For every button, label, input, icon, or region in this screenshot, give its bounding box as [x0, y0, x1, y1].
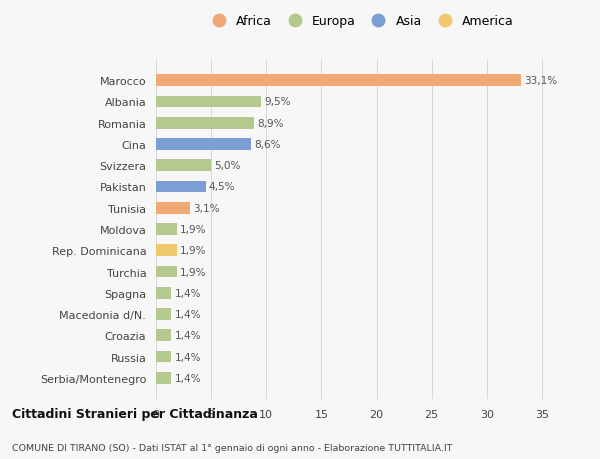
Text: 1,4%: 1,4% — [175, 373, 201, 383]
Text: 5,0%: 5,0% — [214, 161, 241, 171]
Text: 1,4%: 1,4% — [175, 330, 201, 341]
Text: 8,6%: 8,6% — [254, 140, 281, 150]
Bar — [156, 96, 261, 108]
Bar — [156, 202, 190, 214]
Text: 8,9%: 8,9% — [257, 118, 284, 129]
Bar — [156, 330, 172, 341]
Text: Cittadini Stranieri per Cittadinanza: Cittadini Stranieri per Cittadinanza — [12, 407, 258, 420]
Bar — [156, 266, 177, 278]
Bar — [156, 351, 172, 363]
Text: 1,4%: 1,4% — [175, 309, 201, 319]
Text: 33,1%: 33,1% — [524, 76, 557, 86]
Text: 4,5%: 4,5% — [209, 182, 235, 192]
Text: COMUNE DI TIRANO (SO) - Dati ISTAT al 1° gennaio di ogni anno - Elaborazione TUT: COMUNE DI TIRANO (SO) - Dati ISTAT al 1°… — [12, 443, 452, 452]
Bar — [156, 181, 206, 193]
Text: 1,9%: 1,9% — [180, 246, 207, 256]
Bar — [156, 372, 172, 384]
Text: 1,9%: 1,9% — [180, 224, 207, 235]
Text: 9,5%: 9,5% — [264, 97, 290, 107]
Bar — [156, 224, 177, 235]
Text: 1,4%: 1,4% — [175, 352, 201, 362]
Bar — [156, 139, 251, 151]
Bar — [156, 75, 521, 87]
Bar — [156, 287, 172, 299]
Bar — [156, 245, 177, 257]
Text: 1,4%: 1,4% — [175, 288, 201, 298]
Legend: Africa, Europa, Asia, America: Africa, Europa, Asia, America — [202, 11, 518, 32]
Text: 3,1%: 3,1% — [193, 203, 220, 213]
Bar — [156, 118, 254, 129]
Bar — [156, 308, 172, 320]
Bar — [156, 160, 211, 172]
Text: 1,9%: 1,9% — [180, 267, 207, 277]
